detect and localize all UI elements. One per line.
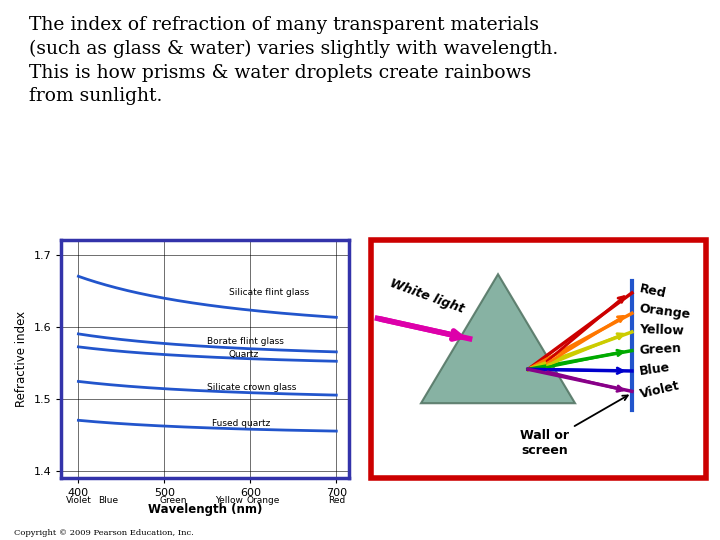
- Y-axis label: Refractive index: Refractive index: [15, 311, 28, 407]
- Text: Orange: Orange: [246, 496, 280, 505]
- Text: Copyright © 2009 Pearson Education, Inc.: Copyright © 2009 Pearson Education, Inc.: [14, 529, 194, 537]
- Text: Silicate flint glass: Silicate flint glass: [229, 288, 309, 296]
- Text: Green: Green: [159, 496, 186, 505]
- Text: Blue: Blue: [639, 361, 671, 378]
- Text: Silicate crown glass: Silicate crown glass: [207, 383, 297, 393]
- Polygon shape: [421, 274, 575, 403]
- Text: White light: White light: [387, 277, 465, 316]
- Text: Red: Red: [328, 496, 345, 505]
- Text: Yellow: Yellow: [639, 323, 684, 338]
- Text: Violet: Violet: [66, 496, 91, 505]
- Text: Green: Green: [639, 341, 682, 356]
- Text: Borate flint glass: Borate flint glass: [207, 336, 284, 346]
- Text: Wall or
screen: Wall or screen: [521, 395, 628, 457]
- Text: Violet: Violet: [639, 379, 681, 401]
- Text: Red: Red: [639, 282, 667, 300]
- Text: Orange: Orange: [639, 302, 691, 321]
- Text: Blue: Blue: [99, 496, 119, 505]
- Text: Quartz: Quartz: [229, 349, 259, 359]
- X-axis label: Wavelength (nm): Wavelength (nm): [148, 503, 262, 516]
- Text: The index of refraction of many transparent materials
(such as glass & water) va: The index of refraction of many transpar…: [29, 16, 558, 105]
- Text: Yellow: Yellow: [215, 496, 243, 505]
- Text: Fused quartz: Fused quartz: [212, 418, 270, 428]
